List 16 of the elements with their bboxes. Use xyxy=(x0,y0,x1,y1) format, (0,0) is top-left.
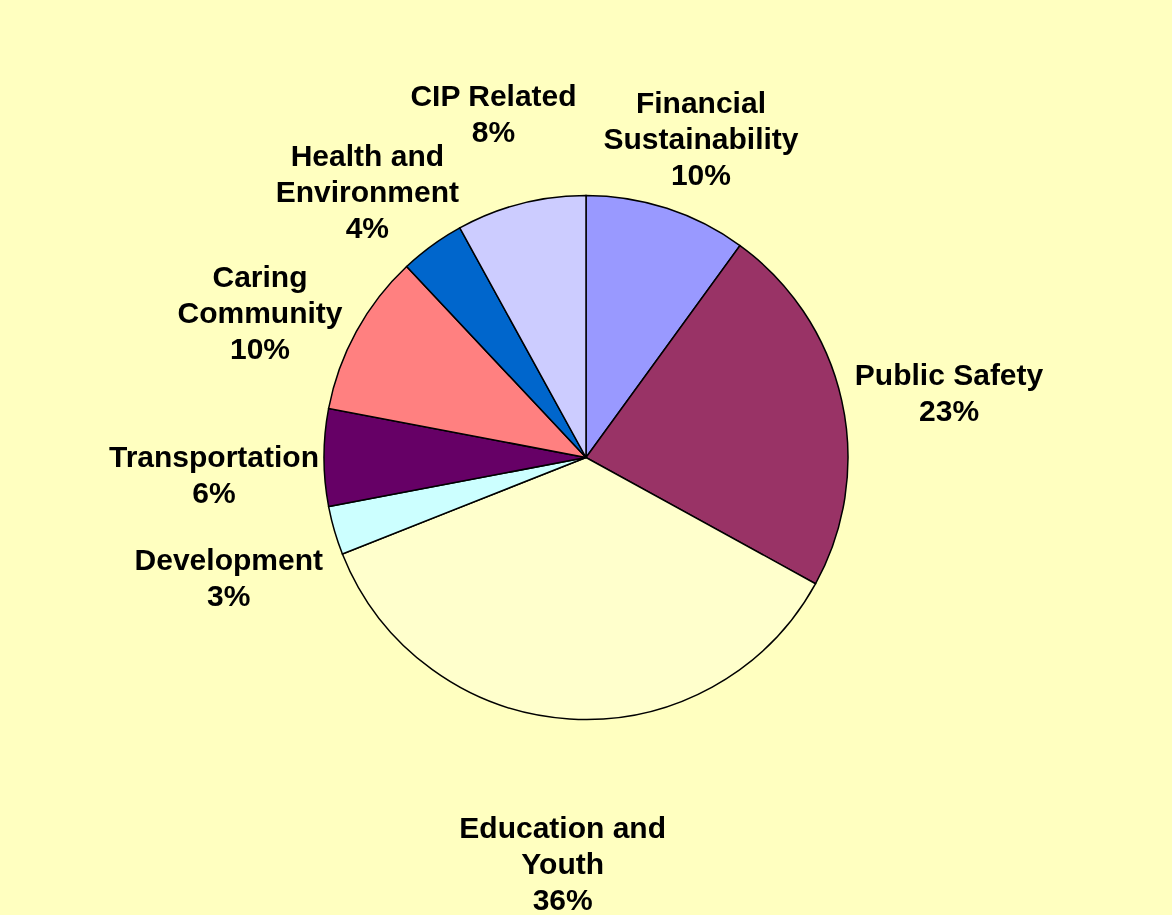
slice-label: Public Safety xyxy=(854,358,1044,392)
slice-label: Financial Sustainability xyxy=(603,85,799,155)
data-label: 10% xyxy=(229,332,291,366)
slice-label: Caring Community xyxy=(177,260,343,330)
data-label: 3% xyxy=(207,579,251,613)
data-label: 23% xyxy=(919,394,980,428)
slice-label: Health and Environment xyxy=(275,138,460,208)
data-label: 6% xyxy=(192,475,236,509)
slice-label: Education and Youth xyxy=(459,810,666,880)
data-label: 10% xyxy=(670,157,731,191)
slice-label: Transportation xyxy=(108,439,320,473)
data-label: 36% xyxy=(532,882,593,916)
data-label: 4% xyxy=(345,210,390,244)
data-label: 8% xyxy=(471,115,516,149)
slice-label: Development xyxy=(134,543,323,577)
slice-label: CIP Related xyxy=(410,79,577,113)
